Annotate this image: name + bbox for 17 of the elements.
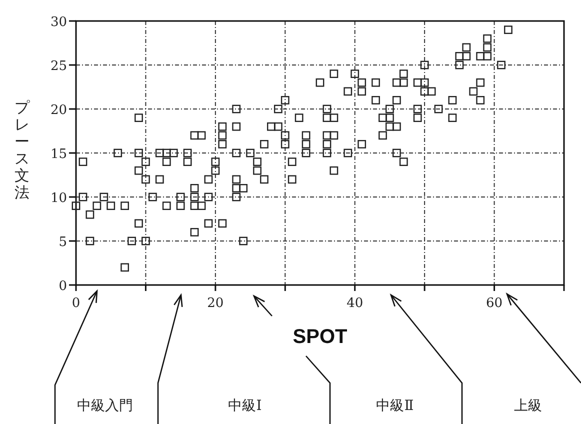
y-tick-label: 30 bbox=[50, 15, 67, 30]
y-tick-label: 5 bbox=[58, 235, 67, 250]
y-axis-title: プレース文法 bbox=[14, 98, 30, 202]
y-tick-label: 20 bbox=[50, 103, 67, 118]
x-tick-label: 20 bbox=[207, 296, 224, 311]
y-tick-label: 15 bbox=[50, 147, 67, 162]
y-tick-label: 25 bbox=[50, 59, 67, 74]
text: 中級Ⅱ bbox=[376, 398, 414, 414]
x-tick-label: 0 bbox=[72, 296, 80, 311]
y-tick-label: 10 bbox=[50, 191, 67, 206]
x-axis-title: SPOT bbox=[292, 326, 348, 348]
text: 中級入門 bbox=[77, 398, 133, 414]
x-tick-label: 40 bbox=[346, 296, 364, 311]
x-tick-label: 60 bbox=[486, 296, 503, 311]
text: 上級 bbox=[514, 398, 542, 414]
y-tick-label: 0 bbox=[58, 279, 67, 294]
text: 中級Ⅰ bbox=[228, 398, 262, 414]
